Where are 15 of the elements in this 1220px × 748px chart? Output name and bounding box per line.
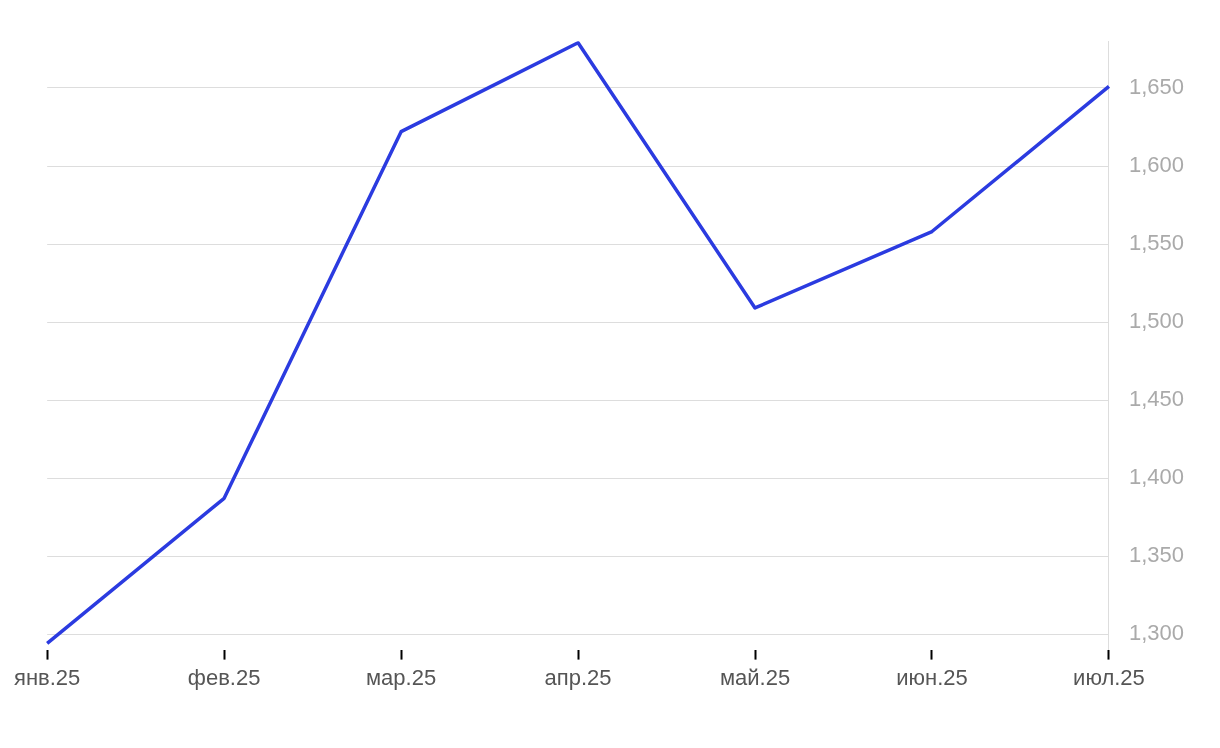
x-tick-label: янв.25 xyxy=(13,664,81,690)
x-tick-label: мар.25 xyxy=(366,664,437,690)
y-tick-label: 1,600 xyxy=(1128,152,1185,178)
y-tick-label: 1,350 xyxy=(1128,542,1185,568)
x-tick-label: июн.25 xyxy=(896,664,968,690)
y-tick-label: 1,400 xyxy=(1128,464,1185,490)
y-tick-label: 1,300 xyxy=(1128,620,1185,646)
y-tick-label: 1,550 xyxy=(1128,230,1185,256)
y-tick-label: 1,650 xyxy=(1128,74,1185,100)
x-tick-label: фев.25 xyxy=(187,664,261,690)
x-tick-label: апр.25 xyxy=(544,664,612,690)
x-tick-label: май.25 xyxy=(719,664,791,690)
y-tick-label: 1,450 xyxy=(1128,386,1185,412)
x-tick-label: июл.25 xyxy=(1073,664,1145,690)
y-tick-label: 1,500 xyxy=(1128,308,1185,334)
